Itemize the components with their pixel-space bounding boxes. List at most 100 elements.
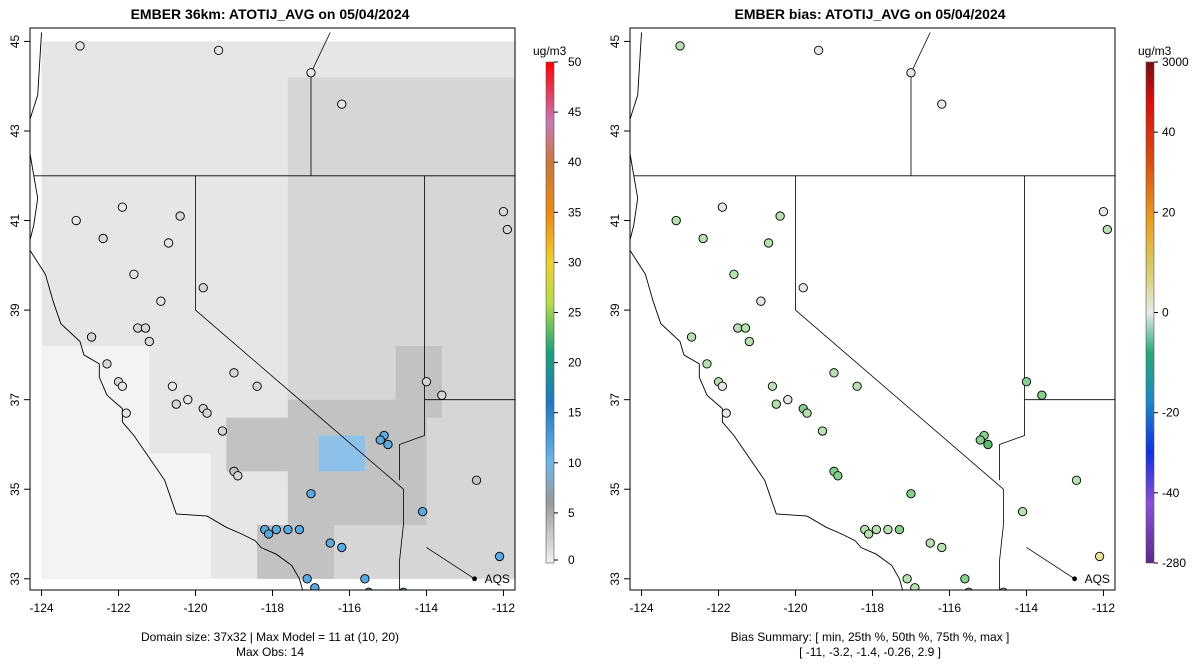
aqs-site-marker bbox=[1098, 206, 1109, 217]
aqs-site-marker bbox=[906, 489, 916, 499]
aqs-site-marker bbox=[133, 323, 143, 333]
aqs-site-marker bbox=[852, 381, 862, 391]
aqs-site-marker bbox=[894, 524, 905, 535]
y-tick-label: 43 bbox=[8, 124, 22, 138]
model-grid-cell bbox=[318, 435, 365, 472]
aqs-site-marker bbox=[964, 587, 973, 590]
aqs-site-marker bbox=[302, 574, 312, 584]
aqs-site-marker bbox=[306, 489, 316, 499]
left-title: EMBER 36km: ATOTIJ_AVG on 05/04/2024 bbox=[130, 6, 410, 22]
aqs-site-marker bbox=[71, 215, 81, 226]
state-border bbox=[999, 175, 1025, 481]
aqs-site-marker bbox=[999, 587, 1008, 590]
aqs-site-marker bbox=[213, 45, 224, 56]
aqs-site-marker bbox=[264, 529, 274, 539]
left-footer-line1: Domain size: 37x32 | Max Model = 11 at (… bbox=[140, 630, 400, 644]
aqs-site-marker bbox=[906, 68, 916, 78]
state-border bbox=[399, 175, 425, 481]
aqs-site-marker bbox=[721, 408, 731, 418]
aqs-site-marker bbox=[183, 395, 193, 405]
y-tick-label: 35 bbox=[8, 482, 22, 496]
aqs-site-marker bbox=[686, 332, 697, 342]
y-tick-label: 37 bbox=[608, 393, 622, 407]
colorbar-tick-label: 0 bbox=[568, 553, 575, 567]
aqs-site-marker bbox=[975, 435, 985, 445]
aqs-site-marker bbox=[671, 215, 681, 226]
aqs-site-marker bbox=[86, 332, 97, 342]
aqs-site-marker bbox=[729, 269, 739, 279]
x-tick-label: -124 bbox=[30, 601, 54, 615]
site-markers bbox=[671, 41, 1112, 590]
left-colorbar-unit: ug/m3 bbox=[533, 44, 567, 58]
aqs-site-marker bbox=[740, 323, 751, 333]
legend-label: AQS bbox=[485, 572, 510, 586]
geo-lines bbox=[630, 32, 1115, 590]
y-tick-label: 41 bbox=[8, 214, 22, 228]
left-map: -124 -122 -120 -118 -116 -114 -112 33 35 37 39 41 43… bbox=[8, 15, 582, 615]
legend-dot bbox=[1072, 576, 1077, 582]
model-grid-cell bbox=[226, 417, 304, 472]
y-tick-label: 39 bbox=[8, 303, 22, 317]
model-grid-cell bbox=[41, 345, 150, 579]
y-tick-label: 37 bbox=[8, 393, 22, 407]
aqs-site-marker bbox=[983, 439, 993, 450]
model-grid-cell bbox=[395, 345, 442, 418]
aqs-site-marker bbox=[375, 435, 385, 445]
colorbar-tick-label: -20 bbox=[1162, 406, 1180, 420]
right-footer-line1: Bias Summary: [ min, 25th %, 50th %, 75t… bbox=[730, 630, 1010, 644]
aqs-site-marker bbox=[167, 381, 178, 391]
state-border bbox=[910, 32, 931, 176]
aqs-site-marker bbox=[783, 395, 793, 405]
aqs-site-marker bbox=[383, 439, 393, 450]
y-tick-label: 33 bbox=[608, 572, 622, 586]
aqs-site-marker bbox=[494, 551, 505, 562]
colorbar-tick-label: 3000 bbox=[1162, 55, 1189, 69]
bias-colorbar bbox=[1145, 61, 1155, 564]
model-grid bbox=[41, 41, 515, 579]
right-footer-line2: [ -11, -3.2, -1.4, -0.26, 2.9 ] bbox=[799, 645, 941, 659]
aqs-site-marker bbox=[140, 323, 151, 333]
aqs-site-marker bbox=[498, 206, 509, 217]
colorbar-tick-label: -40 bbox=[1162, 486, 1180, 500]
aqs-site-marker bbox=[117, 202, 128, 212]
plot-frame bbox=[629, 27, 1116, 591]
right-title: EMBER bias: ATOTIJ_AVG on 05/04/2024 bbox=[734, 6, 1006, 22]
aqs-site-marker bbox=[337, 99, 347, 109]
colorbar-tick-label: 40 bbox=[568, 155, 582, 169]
colorbar-tick-label: 0 bbox=[1162, 306, 1169, 320]
aqs-site-marker bbox=[767, 381, 778, 391]
aqs-site-marker bbox=[833, 471, 843, 481]
colorbar-tick-label: 25 bbox=[568, 306, 582, 320]
aqs-site-marker bbox=[121, 408, 131, 418]
x-tick-label: -124 bbox=[630, 601, 654, 615]
aqs-site-marker bbox=[310, 583, 320, 590]
aqs-site-marker bbox=[937, 99, 947, 109]
aqs-site-marker bbox=[829, 368, 839, 378]
colorbar-tick-label: 20 bbox=[568, 356, 582, 370]
aqs-site-marker bbox=[763, 238, 774, 248]
aqs-site-marker bbox=[717, 202, 728, 212]
x-tick-label: -116 bbox=[338, 601, 361, 615]
aqs-site-marker bbox=[75, 41, 85, 51]
x-tick-label: -122 bbox=[107, 601, 131, 615]
aqs-site-marker bbox=[864, 529, 874, 539]
coastline bbox=[630, 32, 904, 590]
legend-line bbox=[1026, 547, 1075, 580]
aqs-site-marker bbox=[417, 506, 428, 517]
aqs-site-marker bbox=[813, 45, 824, 56]
aqs-site-marker bbox=[117, 381, 128, 391]
state-border bbox=[795, 175, 1004, 590]
aqs-site-marker bbox=[87, 15, 95, 23]
left-panel: EMBER 36km: ATOTIJ_AVG on 05/04/2024 -12… bbox=[8, 6, 582, 659]
y-tick-label: 33 bbox=[8, 572, 22, 586]
x-tick-label: -118 bbox=[261, 601, 284, 615]
colorbar-tick-label: 40 bbox=[1162, 125, 1176, 139]
aqs-site-marker bbox=[283, 524, 293, 535]
legend-line bbox=[426, 547, 475, 580]
x-tick-label: -114 bbox=[415, 601, 438, 615]
right-colorbar-unit: ug/m3 bbox=[1138, 44, 1172, 58]
aqs-site-marker bbox=[937, 542, 947, 553]
aqs-site-marker bbox=[360, 574, 370, 584]
aqs-site-marker bbox=[1102, 224, 1112, 235]
aqs-site-marker bbox=[294, 524, 305, 535]
